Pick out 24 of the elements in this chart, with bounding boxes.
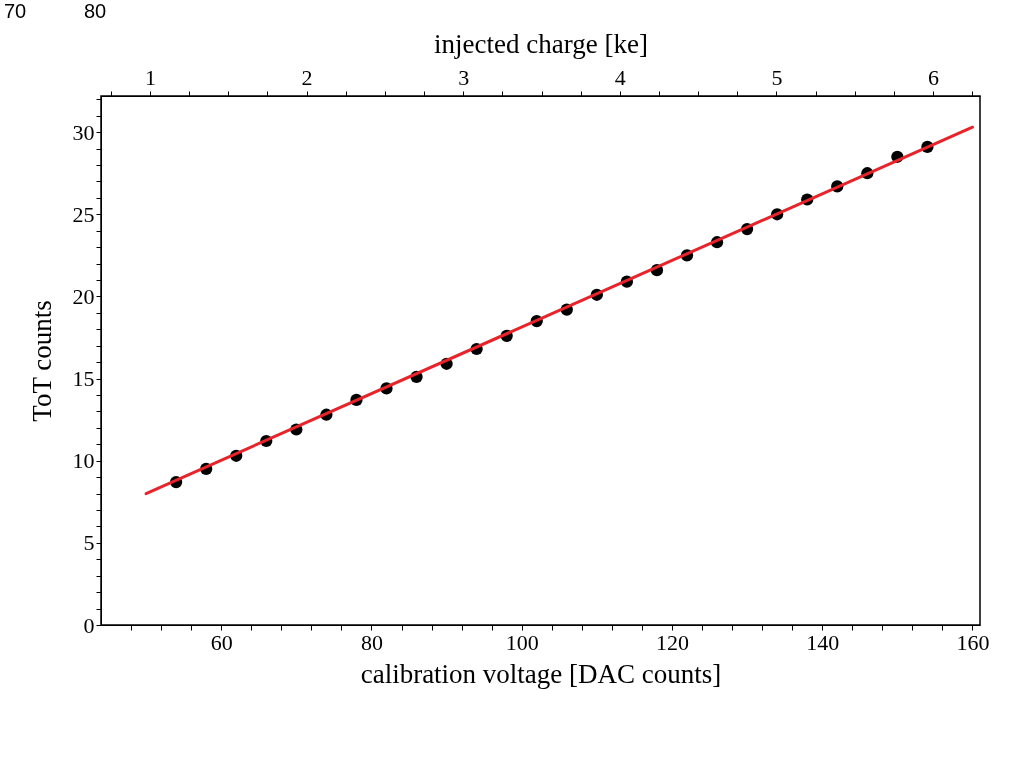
x2-tick-label: 5 — [771, 64, 783, 90]
y-tick-label: 25 — [72, 201, 95, 227]
y-tick-label: 10 — [72, 448, 95, 474]
x-tick-label: 100 — [505, 629, 539, 655]
y-axis-title: ToT counts — [26, 300, 57, 422]
x-tick-label: 120 — [655, 629, 689, 655]
text: 70 — [4, 0, 27, 23]
x-tick-label: 160 — [956, 629, 990, 655]
x2-tick-label: 2 — [301, 64, 313, 90]
y-tick-label: 0 — [83, 612, 95, 638]
y-tick-label: 20 — [72, 283, 95, 309]
y-tick-label: 30 — [72, 119, 95, 145]
x2-tick-label: 1 — [145, 64, 157, 90]
y-tick-label: 15 — [72, 366, 95, 392]
text: 80 — [84, 0, 107, 23]
x2-axis-title: injected charge [ke] — [434, 28, 648, 59]
y-tick-label: 5 — [83, 530, 95, 556]
x-tick-label: 140 — [806, 629, 840, 655]
x-tick-label: 60 — [210, 629, 233, 655]
x-tick-label: 80 — [360, 629, 383, 655]
x-axis-title: calibration voltage [DAC counts] — [360, 658, 722, 689]
x2-tick-label: 6 — [928, 64, 940, 90]
x2-tick-label: 4 — [614, 64, 626, 90]
x2-tick-label: 3 — [458, 64, 470, 90]
